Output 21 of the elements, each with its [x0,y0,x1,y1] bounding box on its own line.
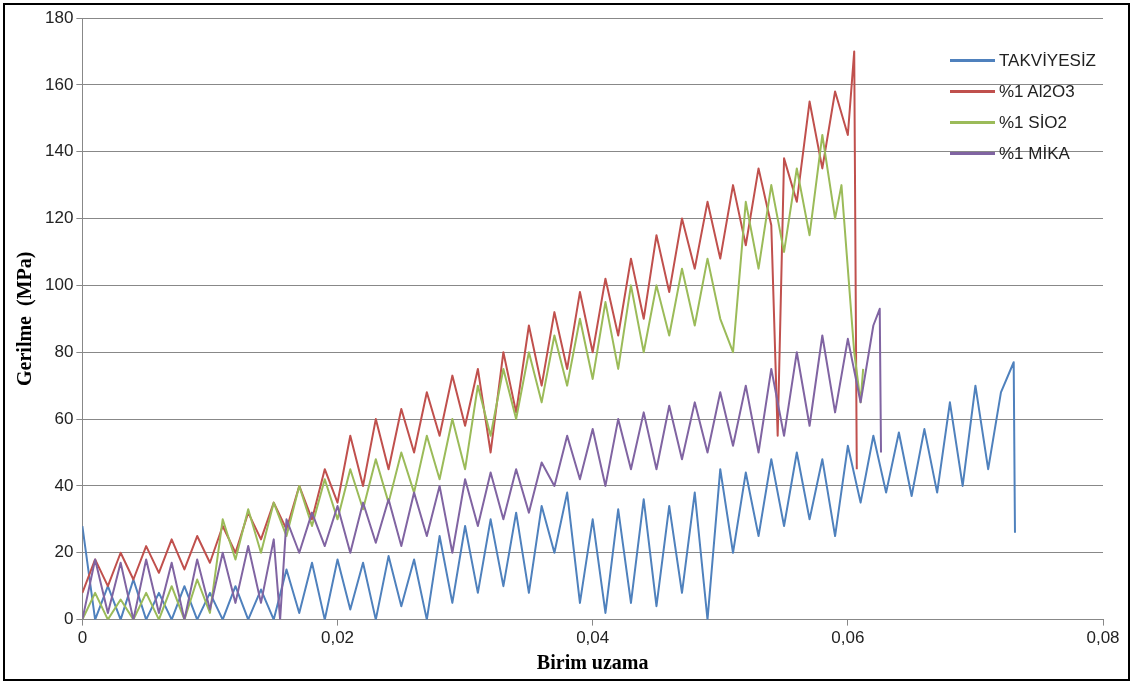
y-tick-label: 40 [54,475,74,495]
x-tick-label: 0,04 [576,628,610,648]
legend-label: TAKVİYESİZ [999,50,1096,71]
y-tick-label: 180 [44,7,74,27]
y-tick-label: 20 [54,542,74,562]
y-tick-label: 160 [44,74,74,94]
y-tick-label: 60 [54,408,74,428]
x-tick-label: 0,08 [1086,628,1120,648]
x-axis-title: Birim uzama [536,651,649,674]
x-tick-label: 0,06 [831,628,865,648]
y-tick-label: 0 [63,609,74,629]
x-tick-label: 0 [77,628,88,648]
legend-label: %1 Al2O3 [999,81,1075,102]
legend-label: %1 SİO2 [999,112,1068,133]
x-tick-label: 0,02 [320,628,355,648]
y-tick-label: 120 [44,208,74,228]
y-tick-label: 100 [44,275,74,295]
y-axis-title: Gerilme (MPa) [13,251,37,386]
legend-label: %1 MİKA [999,143,1070,164]
y-tick-label: 80 [54,341,74,361]
y-tick-label: 140 [44,141,74,161]
